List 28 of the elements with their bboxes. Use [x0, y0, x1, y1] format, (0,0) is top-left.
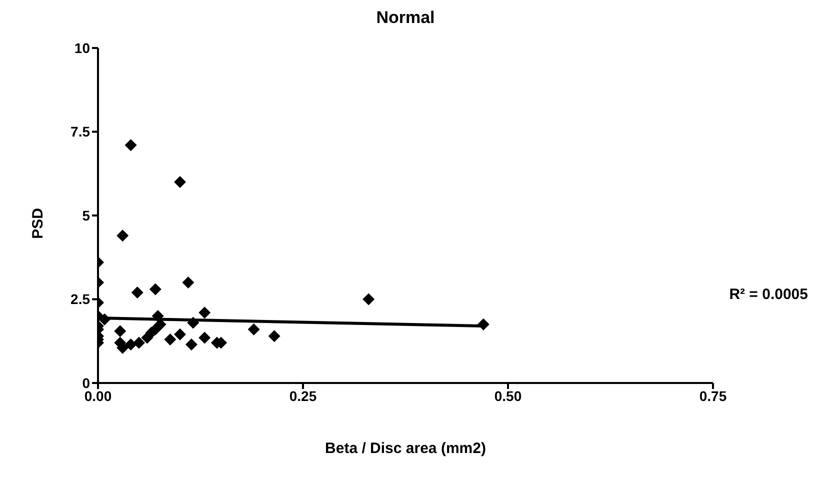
- x-tick-label: 0.75: [699, 388, 727, 404]
- point: [182, 276, 194, 288]
- point: [114, 325, 126, 338]
- point: [124, 338, 137, 350]
- x-tick-label: 0.25: [289, 388, 317, 404]
- point: [268, 330, 280, 342]
- y-tick-label: 7.5: [70, 124, 90, 140]
- y-tick-label: 5: [82, 207, 90, 224]
- point: [124, 139, 137, 152]
- point: [174, 328, 186, 340]
- y-tick-label: 2.5: [70, 291, 90, 308]
- point: [248, 323, 260, 336]
- y-axis-title: PSD: [30, 207, 46, 241]
- point: [149, 283, 162, 296]
- point: [185, 338, 198, 350]
- point: [131, 286, 144, 299]
- point: [174, 176, 186, 188]
- point: [164, 333, 176, 346]
- y-tick-label: 10: [74, 40, 90, 56]
- point: [362, 293, 375, 306]
- text: R² = 0.0005: [728, 286, 808, 303]
- x-tick-label: 0.50: [494, 388, 522, 404]
- point: [116, 230, 129, 242]
- point: [198, 306, 211, 319]
- point: [198, 332, 211, 344]
- point: [133, 336, 145, 349]
- chart-title: Normal: [375, 8, 436, 28]
- x-axis-title: Beta / Disc area (mm2): [324, 440, 487, 457]
